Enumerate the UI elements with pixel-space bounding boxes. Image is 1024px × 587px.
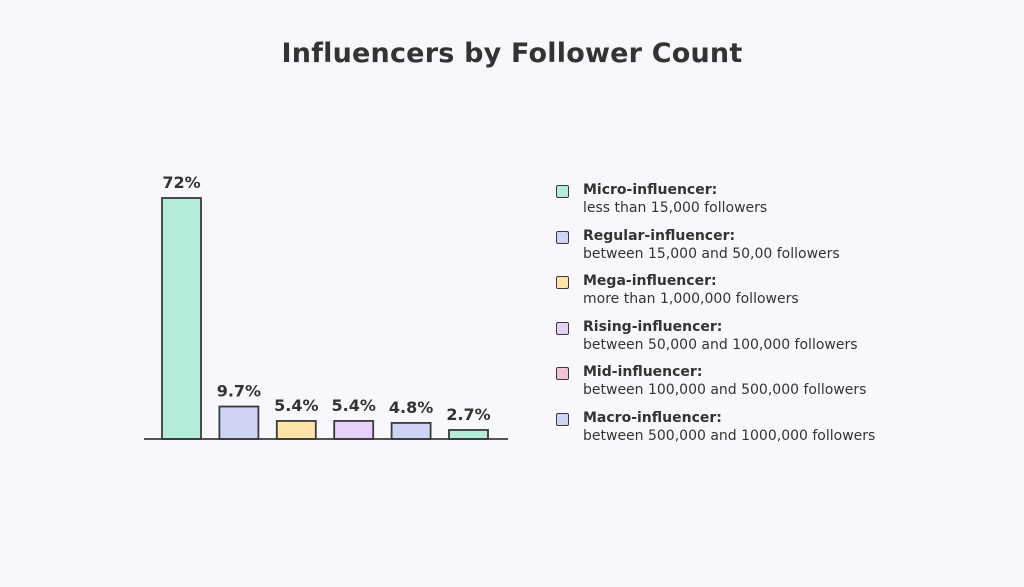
data-label: 2.7%: [446, 405, 490, 424]
data-label: 5.4%: [274, 396, 318, 415]
legend-title: Rising-influencer:: [583, 318, 723, 335]
data-label: 72%: [162, 173, 200, 192]
legend-item: Mega-influencer: more than 1,000,000 foll…: [556, 273, 875, 319]
legend-title: Mid-influencer:: [583, 364, 703, 381]
legend-description: less than 15,000 followers: [583, 200, 768, 216]
legend-item: Mid-influencer: between 100,000 and 500,0…: [556, 364, 875, 410]
legend-description: between 50,000 and 100,000 followers: [583, 336, 858, 353]
legend-swatch: [556, 185, 569, 198]
data-label: 5.4%: [332, 396, 376, 415]
legend-title: Mega-influencer:: [583, 273, 717, 290]
legend: Micro-influencer: less than 15,000 follow…: [556, 182, 875, 456]
bar-micro-influencer: [161, 197, 202, 440]
legend-description: between 15,000 and 50,00 followers: [583, 245, 840, 262]
legend-title: Micro-influencer:: [583, 182, 718, 198]
bar-mid-influencer: [390, 422, 432, 440]
legend-swatch: [556, 230, 569, 244]
legend-description: between 100,000 and 500,000 followers: [583, 382, 867, 399]
legend-description: between 500,000 and 1000,000 followers: [583, 427, 876, 444]
legend-swatch: [556, 367, 569, 381]
legend-swatch: [556, 321, 569, 335]
bar-mega-influencer: [275, 420, 317, 440]
legend-swatch: [556, 276, 569, 290]
legend-item: Micro-influencer: less than 15,000 follow…: [556, 182, 875, 228]
legend-item: Regular-influencer: between 15,000 and 50…: [556, 228, 875, 274]
bar-regular-influencer: [218, 405, 260, 440]
data-label: 9.7%: [217, 382, 261, 401]
data-label: 4.8%: [389, 398, 433, 417]
legend-item: Macro-influencer: between 500,000 and 100…: [556, 410, 875, 456]
bar-macro-influencer: [448, 429, 489, 440]
legend-description: more than 1,000,000 followers: [583, 291, 799, 308]
chart-title: Influencers by Follower Count: [281, 38, 743, 69]
bar-rising-influencer: [333, 420, 375, 440]
legend-title: Macro-influencer:: [583, 409, 722, 426]
legend-title: Regular-influencer:: [583, 227, 736, 244]
legend-swatch: [556, 412, 569, 426]
legend-item: Rising-influencer: between 50,000 and 100…: [556, 319, 875, 365]
